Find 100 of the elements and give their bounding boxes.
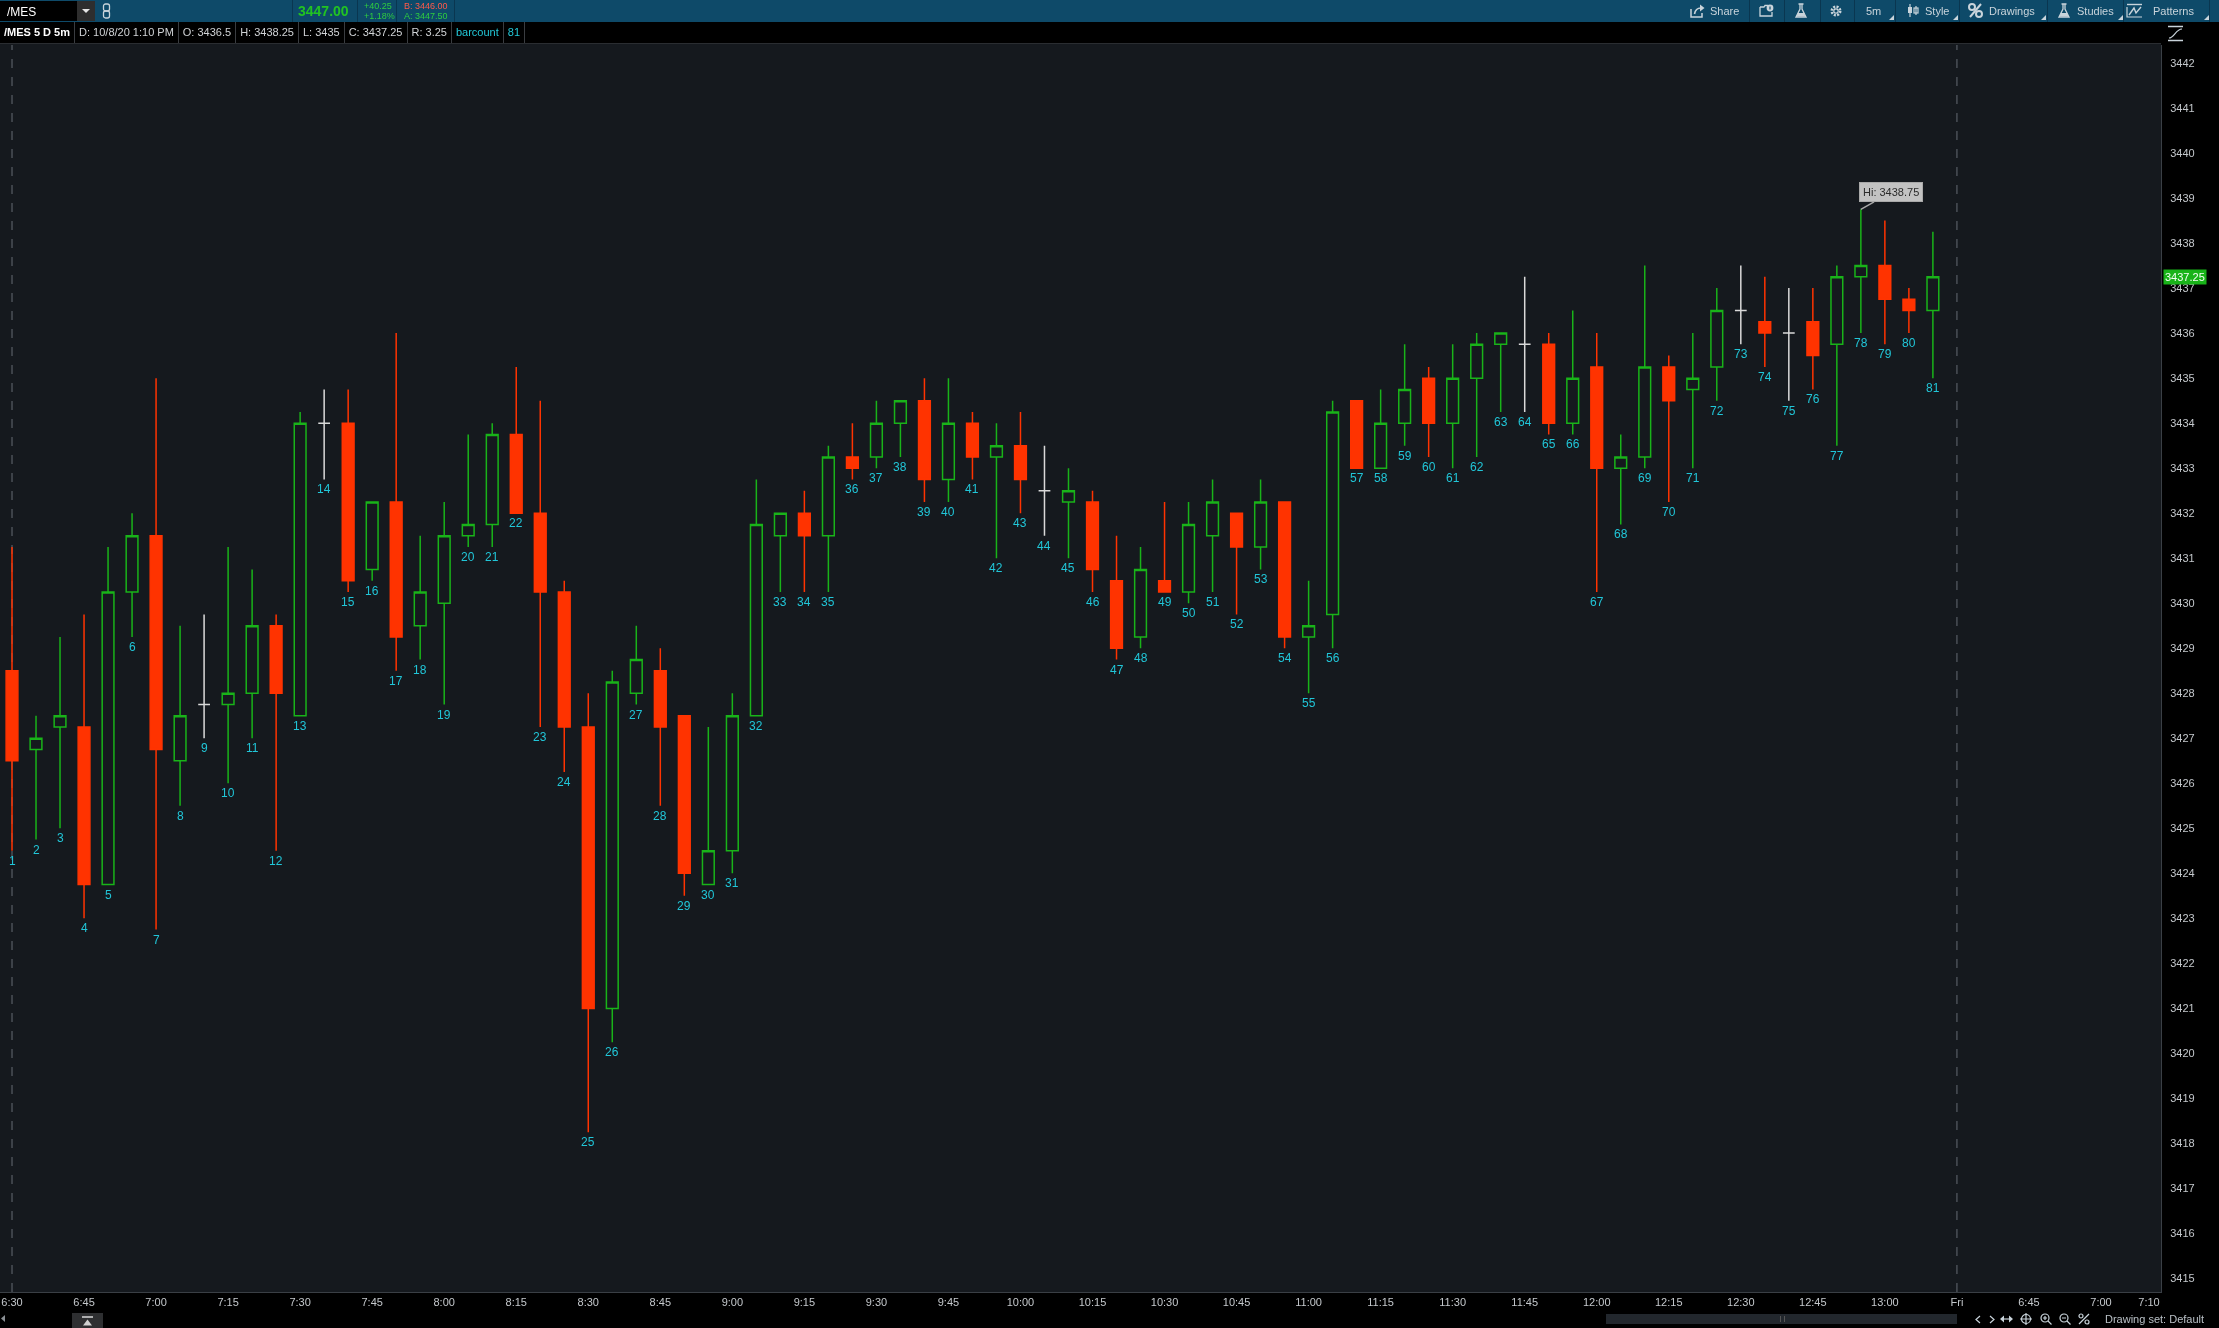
text: 58 — [1374, 471, 1388, 485]
candlestick — [1277, 501, 1292, 649]
x-tick-label: 9:30 — [865, 1296, 888, 1309]
text: 43 — [1013, 516, 1027, 530]
text: 9 — [201, 741, 208, 755]
x-tick-label: 10:45 — [1222, 1296, 1251, 1309]
candlestick — [677, 715, 691, 897]
text: 24 — [557, 775, 571, 789]
y-tick-label: 3424 — [2170, 867, 2195, 880]
y-tick-label: 3427 — [2170, 732, 2195, 745]
text: 8 — [177, 809, 184, 823]
text: Drawings — [1989, 5, 2035, 17]
candlestick — [1758, 276, 1772, 368]
candlestick — [725, 692, 739, 875]
text: 70 — [1662, 505, 1676, 519]
candlestick — [749, 478, 763, 717]
text: +1.18% — [364, 11, 395, 21]
candlestick — [77, 613, 91, 920]
y-tick-label: 3415 — [2170, 1272, 2195, 1285]
text: 13 — [293, 719, 307, 733]
text: 73 — [1734, 347, 1748, 361]
text: C: 3437.25 — [344, 22, 408, 43]
candlestick — [797, 489, 811, 593]
x-tick-label: 11:00 — [1295, 1296, 1322, 1309]
text: 19 — [437, 708, 451, 722]
candlestick — [221, 546, 235, 785]
text: 75 — [1782, 404, 1796, 418]
text: 53 — [1254, 572, 1268, 586]
y-tick-label: 3437 — [2170, 281, 2195, 294]
text: 79 — [1878, 347, 1892, 361]
candlestick — [245, 568, 259, 740]
x-tick-label: 7:00 — [145, 1296, 167, 1309]
candlestick — [605, 670, 619, 1043]
candlestick — [533, 399, 547, 728]
text: 3437.25 — [2165, 271, 2205, 283]
y-tick-label: 3431 — [2170, 552, 2195, 565]
candlestick — [1734, 264, 1748, 346]
text: 10 — [221, 786, 235, 800]
y-tick-label: 3421 — [2170, 1002, 2195, 1015]
text: 41 — [965, 482, 979, 496]
text: 32 — [749, 719, 763, 733]
text: 28 — [653, 809, 667, 823]
x-tick-label: 11:15 — [1367, 1296, 1394, 1309]
text: 64 — [1518, 415, 1532, 429]
text: 39 — [917, 505, 931, 519]
x-tick-label: 7:15 — [217, 1296, 239, 1309]
text: barcount — [451, 22, 504, 43]
candlestick — [1374, 388, 1388, 469]
text: 3 — [57, 831, 64, 845]
text: O: 3436.5 — [178, 22, 237, 43]
x-tick-label: 6:45 — [73, 1296, 95, 1309]
candlestick — [1518, 276, 1532, 413]
text: H: 3438.25 — [236, 22, 299, 43]
text: 25 — [581, 1135, 595, 1149]
x-tick-label: 10:30 — [1150, 1296, 1179, 1309]
x-tick-label: 10:15 — [1078, 1296, 1107, 1309]
x-tick-label: 6:45 — [2018, 1296, 2040, 1309]
text: 65 — [1542, 437, 1556, 451]
text: 46 — [1086, 595, 1100, 609]
candlestick — [1590, 332, 1604, 593]
candlestick — [413, 534, 427, 661]
text: Patterns — [2153, 5, 2194, 17]
text: R: 3.25 — [407, 22, 452, 43]
y-tick-label: 3422 — [2170, 957, 2195, 970]
candlestick — [845, 422, 860, 481]
candlestick — [1398, 343, 1412, 447]
text: 36 — [845, 482, 859, 496]
x-tick-label: 9:45 — [937, 1296, 960, 1309]
text: 54 — [1278, 651, 1292, 665]
x-tick-label: 8:30 — [577, 1296, 599, 1309]
annotation: 81 — [1926, 381, 1940, 395]
text: 37 — [869, 471, 883, 485]
y-tick-label: 3416 — [2170, 1227, 2195, 1240]
candlestick — [1878, 219, 1892, 346]
candlestick — [293, 411, 307, 717]
text: 62 — [1470, 460, 1484, 474]
y-tick-label: 3417 — [2170, 1182, 2195, 1195]
x-tick-label: 11:30 — [1439, 1296, 1467, 1309]
y-tick-label: 3423 — [2170, 912, 2195, 925]
candlestick — [701, 726, 715, 886]
candlestick — [461, 433, 475, 548]
x-tick-label: 11:45 — [1511, 1296, 1539, 1309]
text: 16 — [365, 584, 379, 598]
y-tick-label: 3429 — [2170, 642, 2195, 655]
text: 1 — [9, 854, 16, 868]
text: 66 — [1566, 437, 1580, 451]
candlestick — [1229, 512, 1244, 616]
y-tick-label: 3436 — [2170, 326, 2195, 339]
text: 71 — [1686, 471, 1700, 485]
text: 31 — [725, 876, 739, 890]
y-tick-label: 3434 — [2170, 417, 2195, 429]
text: 77 — [1830, 449, 1844, 463]
x-tick-label: 9:00 — [721, 1296, 744, 1309]
text: 29 — [677, 899, 691, 913]
y-tick-label: 3435 — [2170, 371, 2195, 384]
text: B: 3446.00 — [404, 1, 448, 11]
candlestick — [1542, 332, 1556, 436]
text: 44 — [1037, 539, 1051, 553]
text: 72 — [1710, 404, 1724, 418]
x-tick-label: 8:00 — [433, 1296, 455, 1309]
